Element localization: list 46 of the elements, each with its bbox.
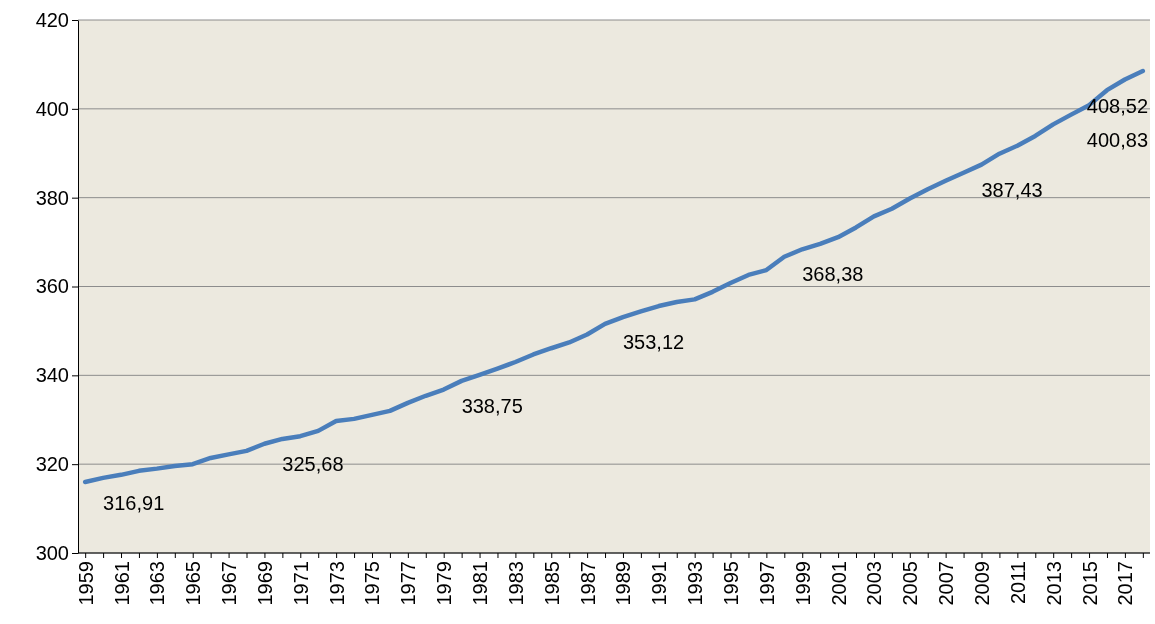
data-label: 353,12 bbox=[622, 331, 685, 354]
x-tick-label: 1971 bbox=[289, 561, 312, 606]
x-tick-label: 1989 bbox=[612, 561, 635, 606]
x-tick-label: 2007 bbox=[935, 561, 958, 606]
x-tick-label: 1979 bbox=[433, 561, 456, 606]
x-tick-label: 2005 bbox=[899, 561, 922, 606]
x-tick-label: 2001 bbox=[827, 561, 850, 606]
y-tick-label: 380 bbox=[35, 186, 69, 209]
x-tick-label: 1995 bbox=[720, 561, 743, 606]
y-tick-label: 420 bbox=[35, 8, 69, 31]
y-tick-label: 360 bbox=[35, 275, 69, 298]
x-tick-label: 1983 bbox=[504, 561, 527, 606]
x-tick-label: 1969 bbox=[253, 561, 276, 606]
x-tick-label: 1993 bbox=[684, 561, 707, 606]
y-tick-label: 320 bbox=[35, 453, 69, 476]
data-label: 387,43 bbox=[981, 178, 1043, 201]
x-tick-label: 1997 bbox=[755, 561, 778, 606]
x-tick-label: 2017 bbox=[1114, 561, 1137, 606]
x-tick-label: 1981 bbox=[469, 561, 492, 606]
y-tick-label: 400 bbox=[35, 97, 69, 120]
data-label: 338,75 bbox=[461, 394, 523, 417]
data-label: 316,91 bbox=[103, 491, 165, 514]
data-label: 408,52 bbox=[1086, 94, 1148, 117]
y-tick-label: 340 bbox=[35, 364, 69, 387]
data-label: 325,68 bbox=[282, 452, 344, 475]
x-tick-label: 1961 bbox=[110, 561, 133, 606]
x-tick-label: 1959 bbox=[74, 561, 97, 606]
x-tick-label: 1973 bbox=[325, 561, 348, 606]
x-tick-label: 1965 bbox=[182, 561, 205, 606]
x-tick-label: 2009 bbox=[970, 561, 993, 606]
x-tick-label: 1991 bbox=[648, 561, 671, 606]
data-label: 400,83 bbox=[1086, 129, 1148, 152]
x-tick-label: 1975 bbox=[361, 561, 384, 606]
x-tick-label: 1977 bbox=[397, 561, 420, 606]
x-tick-label: 2003 bbox=[863, 561, 886, 606]
y-tick-label: 300 bbox=[35, 541, 69, 564]
x-tick-label: 1999 bbox=[791, 561, 814, 606]
x-tick-label: 1985 bbox=[540, 561, 563, 606]
x-tick-label: 1963 bbox=[146, 561, 169, 606]
x-tick-label: 2011 bbox=[1006, 561, 1029, 605]
x-tick-label: 2015 bbox=[1078, 561, 1101, 606]
data-label: 368,38 bbox=[802, 263, 864, 286]
x-tick-label: 1987 bbox=[576, 561, 599, 606]
line-series bbox=[82, 68, 1146, 485]
x-tick-label: 1967 bbox=[218, 561, 241, 606]
x-tick-label: 2013 bbox=[1042, 561, 1065, 606]
